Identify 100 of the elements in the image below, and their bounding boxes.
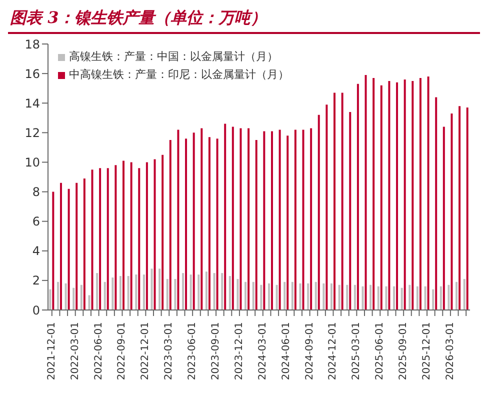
bar bbox=[463, 278, 466, 310]
bar bbox=[458, 106, 461, 310]
bar bbox=[76, 182, 78, 310]
bar bbox=[228, 276, 231, 310]
bar bbox=[424, 286, 426, 310]
bar bbox=[232, 126, 234, 310]
bar bbox=[318, 114, 320, 310]
y-tick-label: 4 bbox=[32, 244, 40, 258]
bar bbox=[52, 192, 54, 310]
bar bbox=[127, 276, 130, 310]
bar bbox=[260, 284, 262, 310]
bar bbox=[169, 140, 172, 310]
bar bbox=[221, 273, 224, 310]
y-tick-label: 2 bbox=[32, 274, 40, 288]
bar bbox=[240, 128, 242, 310]
bar bbox=[314, 282, 317, 310]
bar bbox=[91, 170, 94, 310]
bar bbox=[450, 113, 453, 310]
bar bbox=[354, 284, 356, 310]
x-tick-label: 2026-03-01 bbox=[444, 322, 456, 380]
bar bbox=[334, 92, 336, 310]
bar bbox=[56, 282, 59, 310]
bar bbox=[182, 273, 184, 310]
bar bbox=[442, 126, 445, 310]
x-tick-label: 2025-03-01 bbox=[351, 322, 362, 380]
x-tick-label: 2022-12-01 bbox=[140, 322, 152, 380]
bar bbox=[150, 268, 153, 310]
x-tick-label: 2023-06-01 bbox=[187, 322, 198, 380]
bar bbox=[190, 274, 192, 310]
bar bbox=[326, 104, 328, 310]
bar bbox=[268, 283, 270, 310]
bar bbox=[252, 282, 254, 310]
bar bbox=[185, 138, 188, 310]
bar bbox=[380, 85, 382, 310]
bar bbox=[448, 284, 450, 310]
bar bbox=[291, 282, 294, 310]
x-tick-label: 2024-03-01 bbox=[257, 322, 268, 380]
x-tick-label: 2022-06-01 bbox=[93, 322, 104, 380]
bar bbox=[96, 273, 98, 310]
bar bbox=[400, 288, 403, 310]
legend-label: 高镍生铁：产量：中国：以金属量计（月） bbox=[69, 49, 278, 65]
bar bbox=[99, 168, 102, 310]
bar bbox=[80, 284, 82, 310]
bar bbox=[294, 130, 296, 310]
y-tick-label: 14 bbox=[24, 96, 40, 110]
x-tick-label: 2023-03-01 bbox=[164, 322, 175, 380]
bar bbox=[83, 178, 86, 310]
y-tick-label: 6 bbox=[32, 214, 40, 229]
bar bbox=[388, 80, 390, 310]
bar bbox=[216, 138, 218, 310]
bar bbox=[138, 168, 140, 310]
x-tick-label: 2024-06-01 bbox=[280, 322, 292, 380]
bar bbox=[49, 289, 52, 310]
x-tick-label: 2022-09-01 bbox=[116, 322, 128, 380]
bar bbox=[122, 160, 125, 310]
bar bbox=[456, 282, 458, 310]
bar bbox=[341, 92, 344, 310]
bar bbox=[248, 128, 250, 310]
x-tick-label: 2025-12-01 bbox=[422, 322, 433, 380]
bar bbox=[412, 80, 414, 310]
bar bbox=[64, 283, 67, 310]
bar bbox=[208, 137, 210, 310]
x-tick-label: 2025-09-01 bbox=[398, 322, 410, 380]
bar bbox=[142, 274, 145, 310]
bar bbox=[104, 282, 106, 310]
bar bbox=[385, 286, 388, 310]
bar bbox=[162, 154, 164, 310]
y-tick-label: 12 bbox=[24, 126, 40, 140]
bar bbox=[356, 84, 359, 310]
bar bbox=[393, 286, 396, 310]
bar bbox=[120, 276, 122, 310]
bar bbox=[88, 295, 90, 310]
bar bbox=[205, 272, 208, 310]
bar bbox=[416, 286, 418, 310]
bar bbox=[192, 132, 195, 310]
bar bbox=[112, 277, 114, 310]
y-tick-label: 18 bbox=[24, 37, 40, 52]
y-tick-label: 0 bbox=[32, 303, 40, 318]
bar bbox=[440, 286, 442, 310]
bar bbox=[158, 268, 161, 310]
bar bbox=[154, 159, 156, 310]
bar bbox=[114, 165, 117, 310]
bar bbox=[396, 82, 398, 310]
bar bbox=[419, 78, 422, 310]
bar bbox=[330, 283, 333, 310]
y-tick-label: 10 bbox=[24, 155, 40, 170]
bar bbox=[224, 124, 226, 310]
bar bbox=[263, 131, 266, 310]
bar bbox=[135, 274, 138, 310]
bar bbox=[72, 288, 75, 310]
bar bbox=[435, 97, 438, 310]
bar bbox=[322, 283, 325, 310]
bar bbox=[370, 284, 372, 310]
bar bbox=[404, 79, 406, 310]
bar bbox=[310, 128, 312, 310]
bar bbox=[276, 284, 278, 310]
bar bbox=[244, 282, 247, 310]
bar bbox=[307, 283, 310, 310]
chart-title: 图表 3：镍生铁产量（单位：万吨） bbox=[8, 8, 480, 34]
bar bbox=[349, 112, 352, 310]
